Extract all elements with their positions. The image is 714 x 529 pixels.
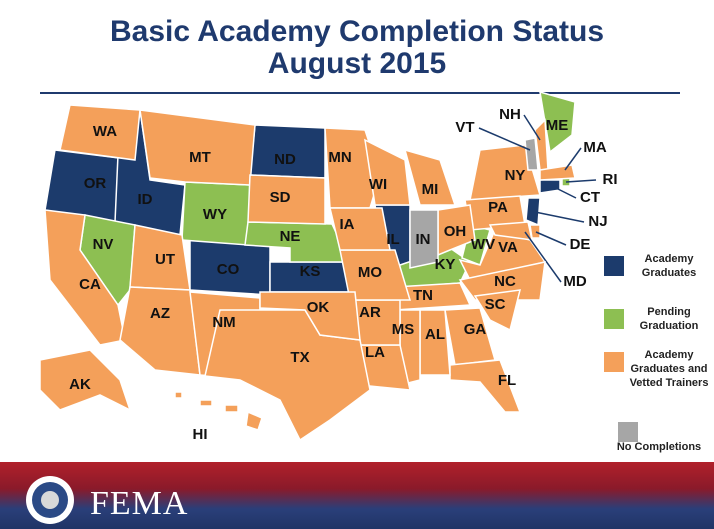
state-label: CA [79,276,101,293]
leader-line [478,127,531,151]
banner [0,462,714,529]
state-label: IL [386,231,399,248]
state-label: MT [189,149,211,166]
state-label: DE [570,236,591,253]
state-label: AZ [150,305,170,322]
state-label: AL [425,326,445,343]
state-label: MI [422,181,439,198]
state [224,404,239,413]
state-label: GA [464,321,487,338]
legend-label: Pending Graduation [639,306,699,332]
state-label: HI [193,426,208,443]
rule [40,92,680,94]
state [409,209,439,269]
brand: FEMA [90,485,189,522]
state-label: UT [155,251,175,268]
state-label: KY [435,256,456,273]
state-label: MS [392,321,415,338]
state-label: AR [359,304,381,321]
state [139,109,256,186]
state-label: SC [485,296,506,313]
state [449,359,522,413]
title-line: August 2015 [267,47,447,80]
state-label: ME [546,117,569,134]
leader-line [564,147,582,171]
state [245,410,263,431]
state [488,221,533,241]
state-label: OR [84,175,107,192]
title-line: Basic Academy Completion Status [109,15,605,48]
state-label: WY [203,206,227,223]
state-label: IN [416,231,431,248]
leader-line [534,211,585,223]
state-label: VT [455,119,474,136]
state [525,197,541,227]
leader-line [551,185,577,199]
state-label: WV [471,236,495,253]
state-label: OH [444,223,467,240]
leader-line [523,114,541,141]
state-label: AK [69,376,91,393]
state-label: NE [280,228,301,245]
state-label: NC [494,273,516,290]
state [364,138,411,206]
state [247,174,326,225]
legend-swatch [604,256,624,276]
state [458,261,546,301]
leader-line [535,231,567,246]
state-label: KS [300,263,321,280]
state-label: RI [603,171,618,188]
state-label: OK [307,299,330,316]
state-label: MO [358,264,382,281]
legend-label: No Completions [616,441,702,453]
state [119,286,201,376]
state-label: WA [93,123,117,140]
state [403,148,457,206]
state [259,291,361,341]
legend-label: Academy Graduates [641,253,697,279]
leader-line [524,231,562,283]
state [473,289,521,332]
legend-swatch [618,422,638,442]
legend-swatch [604,352,624,372]
state-label: WI [369,176,387,193]
state [39,349,132,412]
legend-label: Academy Graduates and Vetted Trainers [629,349,709,389]
legend-swatch [604,309,624,329]
state [539,179,561,194]
state [524,137,539,171]
state [469,144,541,201]
state-label: CT [580,189,600,206]
state-label: VA [498,239,518,256]
state-label: FL [498,372,516,389]
state [174,391,183,399]
state-label: PA [488,199,508,216]
state-label: ND [274,151,296,168]
title: Basic Academy Completion Status August 2… [0,16,714,80]
state-label: SD [270,189,291,206]
state [329,207,391,251]
state-label: NJ [588,213,607,230]
state-label: CO [217,261,240,278]
state [199,399,213,407]
state-label: ID [138,191,153,208]
state-label: TN [413,287,433,304]
state-label: NV [93,236,114,253]
state [244,221,352,263]
state [59,104,141,161]
state-label: NY [505,167,526,184]
state [539,90,576,154]
state-label: MD [563,273,586,290]
state [44,209,126,346]
state-label: NH [499,106,521,123]
state-label: IA [340,216,355,233]
state-label: NM [212,314,235,331]
leader-line [565,179,597,183]
state-label: MA [583,139,606,156]
state-label: MN [328,149,351,166]
state-label: TX [290,349,309,366]
state-label: LA [365,344,385,361]
